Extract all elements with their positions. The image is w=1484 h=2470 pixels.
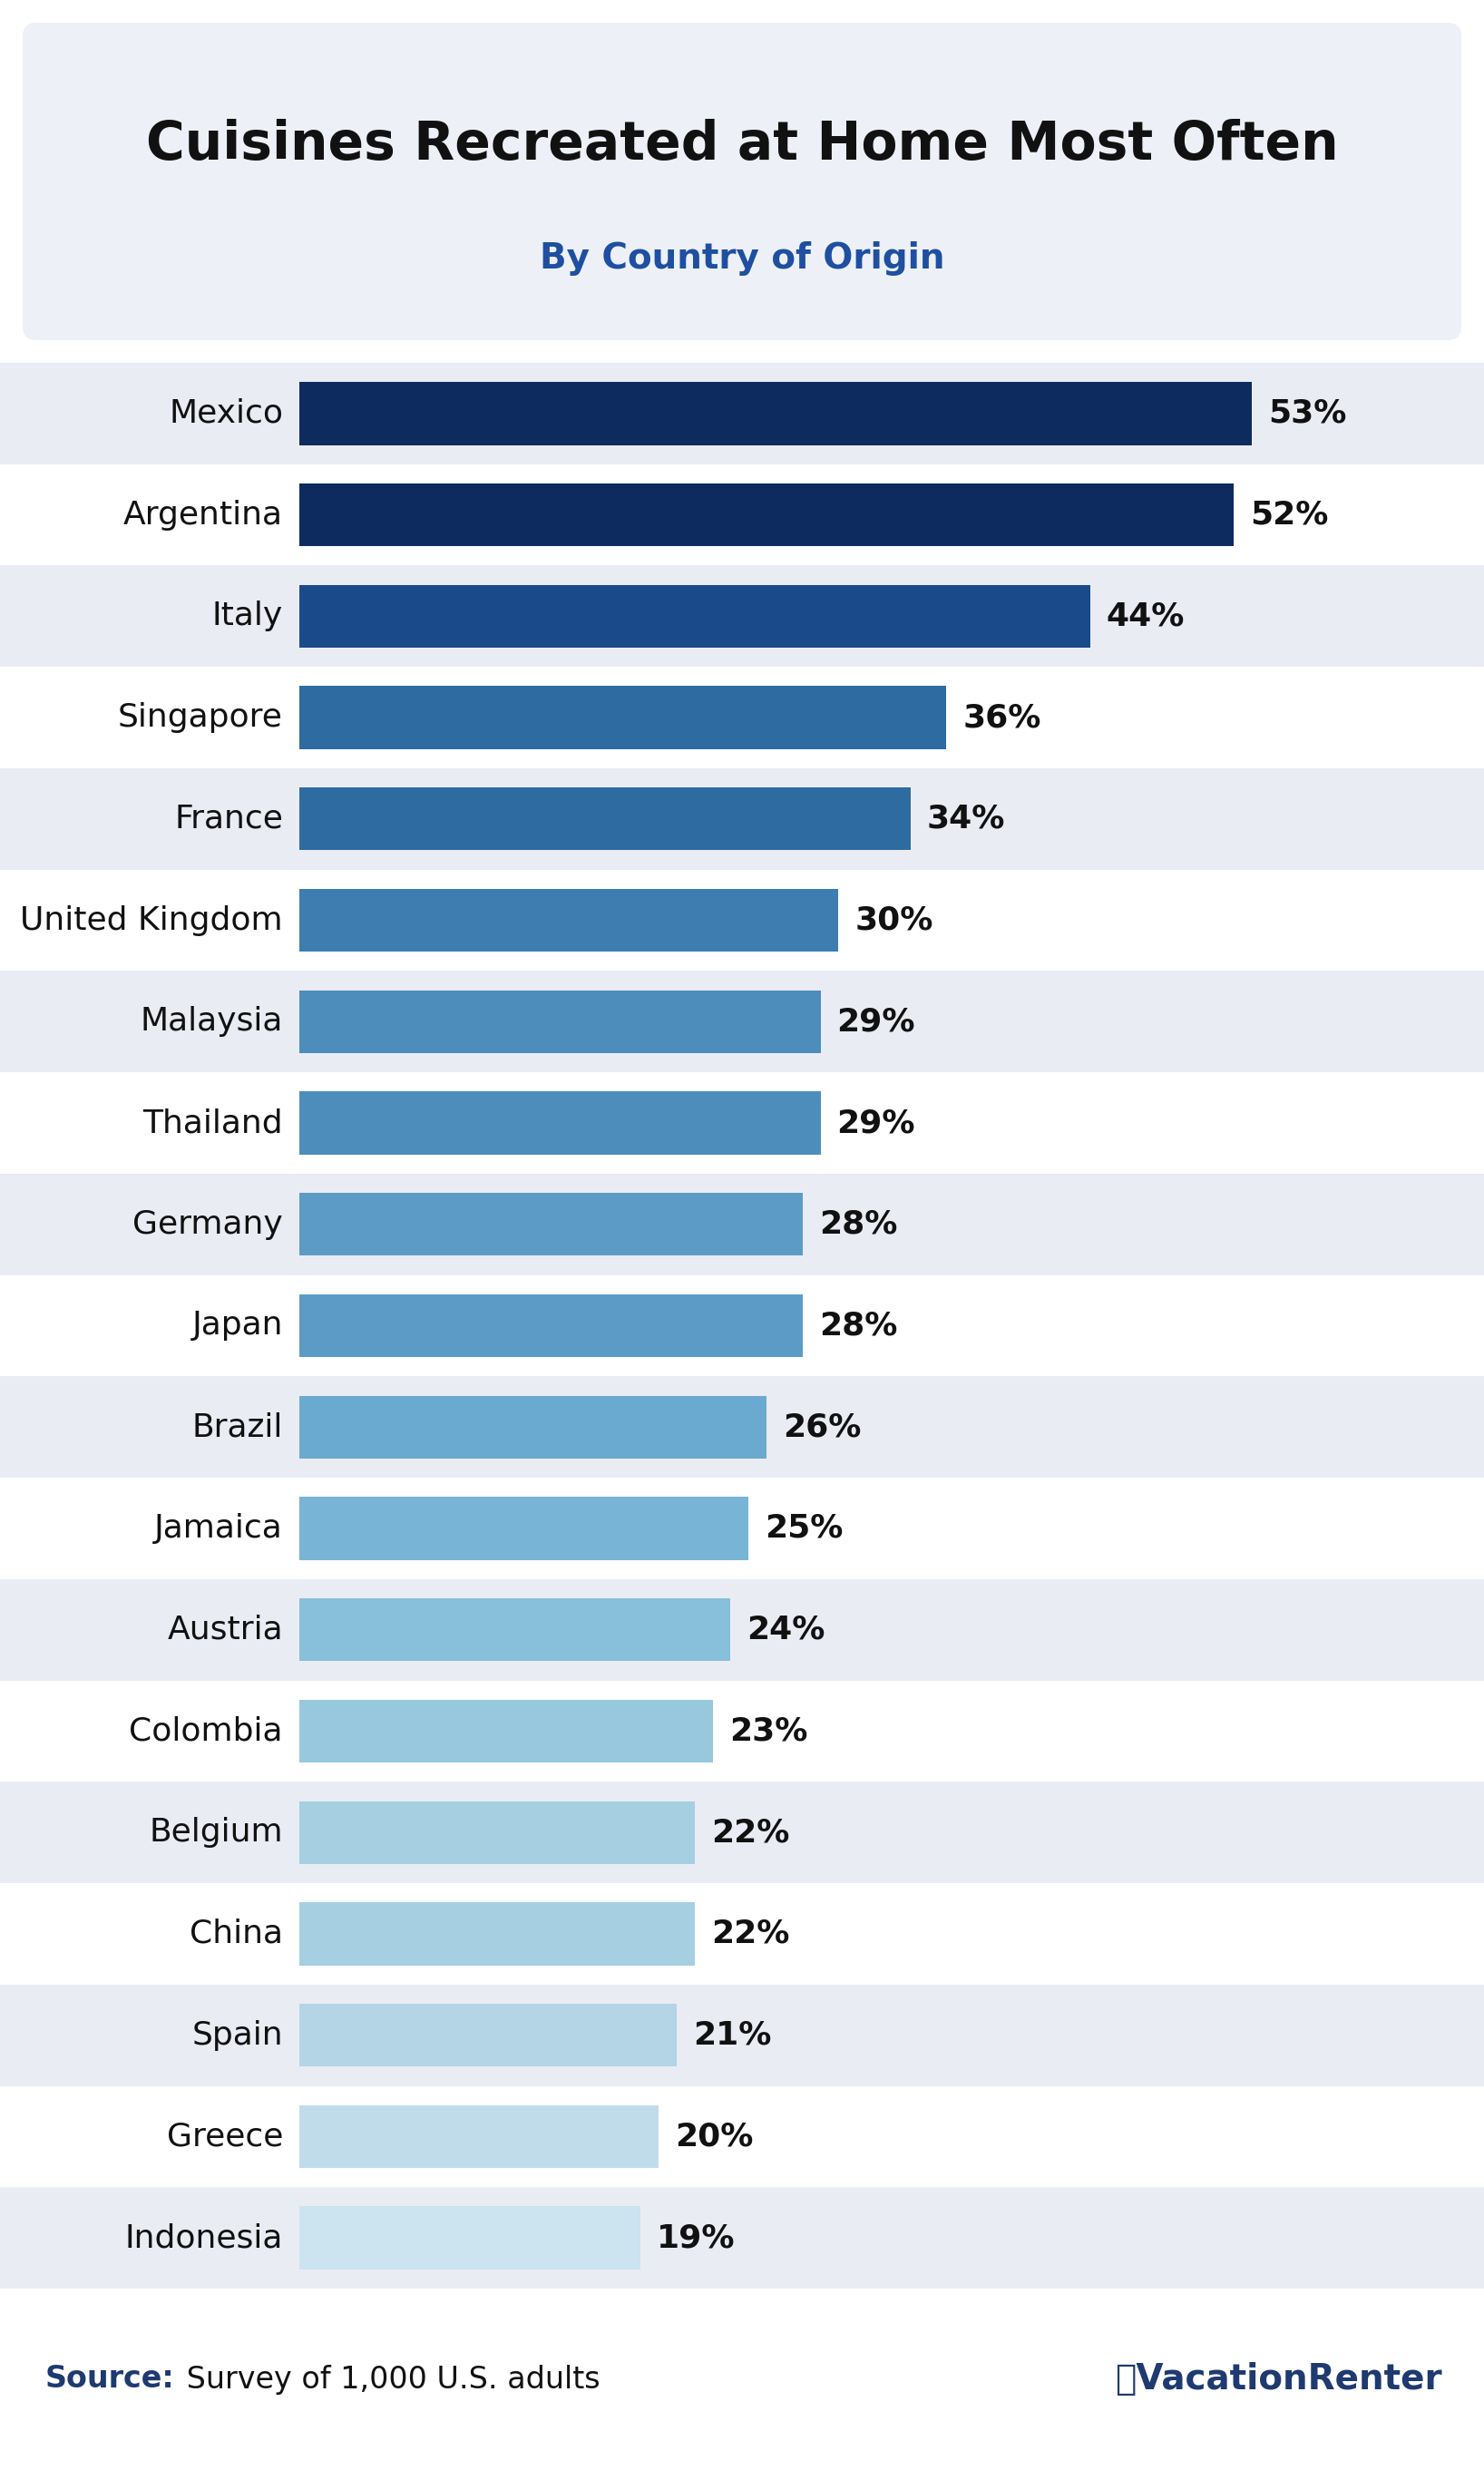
- Text: 24%: 24%: [746, 1615, 825, 1645]
- Text: 21%: 21%: [693, 2020, 772, 2050]
- FancyBboxPatch shape: [0, 2085, 1484, 2188]
- Text: Greece: Greece: [166, 2122, 283, 2151]
- Text: 22%: 22%: [711, 1818, 789, 1848]
- Text: France: France: [174, 803, 283, 835]
- FancyBboxPatch shape: [300, 2003, 677, 2067]
- FancyBboxPatch shape: [0, 1983, 1484, 2085]
- Text: 20%: 20%: [675, 2122, 754, 2151]
- FancyBboxPatch shape: [300, 383, 1252, 445]
- FancyBboxPatch shape: [300, 687, 947, 748]
- FancyBboxPatch shape: [0, 2188, 1484, 2290]
- FancyBboxPatch shape: [0, 1173, 1484, 1275]
- Text: Japan: Japan: [191, 1309, 283, 1341]
- Text: Germany: Germany: [132, 1208, 283, 1240]
- Text: 28%: 28%: [819, 1208, 898, 1240]
- Text: Italy: Italy: [212, 600, 283, 632]
- Text: Indonesia: Indonesia: [125, 2223, 283, 2253]
- Text: 26%: 26%: [784, 1413, 861, 1442]
- Text: 23%: 23%: [729, 1717, 807, 1746]
- FancyBboxPatch shape: [300, 788, 910, 850]
- Text: United Kingdom: United Kingdom: [21, 904, 283, 936]
- FancyBboxPatch shape: [0, 1477, 1484, 1578]
- FancyBboxPatch shape: [300, 1294, 803, 1356]
- FancyBboxPatch shape: [0, 1680, 1484, 1781]
- Text: China: China: [190, 1919, 283, 1949]
- Text: Austria: Austria: [168, 1615, 283, 1645]
- FancyBboxPatch shape: [300, 1092, 821, 1153]
- FancyBboxPatch shape: [300, 1396, 767, 1457]
- Text: 36%: 36%: [963, 701, 1040, 734]
- FancyBboxPatch shape: [0, 971, 1484, 1072]
- FancyBboxPatch shape: [0, 464, 1484, 566]
- FancyBboxPatch shape: [0, 1578, 1484, 1680]
- FancyBboxPatch shape: [0, 1072, 1484, 1173]
- FancyBboxPatch shape: [300, 889, 838, 951]
- Text: Thailand: Thailand: [142, 1107, 283, 1139]
- Text: 44%: 44%: [1107, 600, 1184, 632]
- FancyBboxPatch shape: [0, 768, 1484, 869]
- Text: Jamaica: Jamaica: [154, 1514, 283, 1544]
- FancyBboxPatch shape: [0, 869, 1484, 971]
- FancyBboxPatch shape: [300, 1598, 730, 1662]
- Text: 30%: 30%: [855, 904, 933, 936]
- Text: Singapore: Singapore: [119, 701, 283, 734]
- Text: Colombia: Colombia: [129, 1717, 283, 1746]
- Text: Malaysia: Malaysia: [141, 1005, 283, 1037]
- FancyBboxPatch shape: [0, 1275, 1484, 1376]
- Text: Spain: Spain: [191, 2020, 283, 2050]
- Text: Cuisines Recreated at Home Most Often: Cuisines Recreated at Home Most Often: [145, 119, 1339, 170]
- Text: Belgium: Belgium: [148, 1818, 283, 1848]
- FancyBboxPatch shape: [300, 1497, 748, 1561]
- FancyBboxPatch shape: [0, 1376, 1484, 1477]
- FancyBboxPatch shape: [300, 2104, 659, 2169]
- FancyBboxPatch shape: [22, 22, 1462, 341]
- FancyBboxPatch shape: [300, 1801, 695, 1865]
- FancyBboxPatch shape: [0, 363, 1484, 464]
- Text: 53%: 53%: [1269, 398, 1346, 430]
- Text: Brazil: Brazil: [191, 1413, 283, 1442]
- Text: 29%: 29%: [837, 1107, 916, 1139]
- FancyBboxPatch shape: [0, 566, 1484, 667]
- FancyBboxPatch shape: [300, 1193, 803, 1255]
- Text: 29%: 29%: [837, 1005, 916, 1037]
- Text: 28%: 28%: [819, 1309, 898, 1341]
- Text: Mexico: Mexico: [169, 398, 283, 430]
- Text: Argentina: Argentina: [123, 499, 283, 531]
- FancyBboxPatch shape: [0, 1882, 1484, 1983]
- Text: Survey of 1,000 U.S. adults: Survey of 1,000 U.S. adults: [177, 2364, 600, 2393]
- FancyBboxPatch shape: [300, 585, 1091, 647]
- FancyBboxPatch shape: [0, 1781, 1484, 1882]
- FancyBboxPatch shape: [300, 990, 821, 1052]
- Text: 22%: 22%: [711, 1919, 789, 1949]
- Text: ⓐVacationRenter: ⓐVacationRenter: [1114, 2361, 1442, 2396]
- FancyBboxPatch shape: [300, 2206, 641, 2270]
- FancyBboxPatch shape: [0, 667, 1484, 768]
- Text: By Country of Origin: By Country of Origin: [540, 242, 944, 277]
- Text: 25%: 25%: [764, 1514, 843, 1544]
- FancyBboxPatch shape: [300, 1902, 695, 1966]
- FancyBboxPatch shape: [300, 1699, 712, 1764]
- Text: 34%: 34%: [926, 803, 1005, 835]
- Text: 19%: 19%: [657, 2223, 736, 2253]
- Text: Source:: Source:: [46, 2364, 175, 2393]
- Text: 52%: 52%: [1250, 499, 1328, 531]
- FancyBboxPatch shape: [300, 484, 1233, 546]
